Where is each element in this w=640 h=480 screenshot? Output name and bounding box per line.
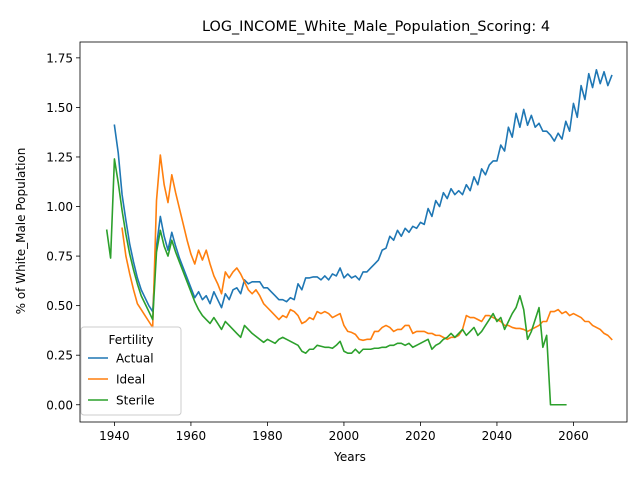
- chart-title: LOG_INCOME_White_Male_Population_Scoring…: [202, 19, 550, 35]
- y-tick-label: 1.50: [46, 101, 73, 115]
- legend: Fertility Actual Ideal Sterile: [80, 326, 182, 416]
- x-tick-label: 2000: [329, 429, 360, 443]
- legend-box: [80, 326, 182, 416]
- x-tick-label: 1940: [99, 429, 130, 443]
- y-tick-label: 0.75: [46, 250, 73, 264]
- x-tick-label: 1980: [252, 429, 283, 443]
- x-tick-label: 2020: [405, 429, 436, 443]
- y-tick-label: 1.25: [46, 150, 73, 164]
- y-axis-label: % of White_Male Population: [14, 148, 28, 315]
- legend-label-sterile: Sterile: [116, 394, 155, 408]
- legend-label-ideal: Ideal: [116, 373, 145, 387]
- y-tick-label: 0.25: [46, 349, 73, 363]
- plot-frame: [79, 41, 628, 423]
- x-tick-label: 2060: [558, 429, 589, 443]
- series-line-ideal: [121, 154, 613, 342]
- y-tick-label: 1.75: [46, 51, 73, 65]
- x-tick-label: 1960: [176, 429, 207, 443]
- y-tick-label: 1.00: [46, 200, 73, 214]
- y-tick-label: 0.00: [46, 398, 73, 412]
- legend-label-actual: Actual: [116, 352, 154, 366]
- y-tick-label: 0.50: [46, 299, 73, 313]
- x-tick-label: 2040: [482, 429, 513, 443]
- x-axis-label: Years: [333, 450, 366, 464]
- series-line-actual: [113, 68, 613, 313]
- plot-area: 1940 1960 1980 2000 2020 2040 2060 0.00 0.25 0.50…: [46, 41, 628, 443]
- legend-title: Fertility: [108, 333, 153, 347]
- series-line-sterile: [105, 158, 567, 406]
